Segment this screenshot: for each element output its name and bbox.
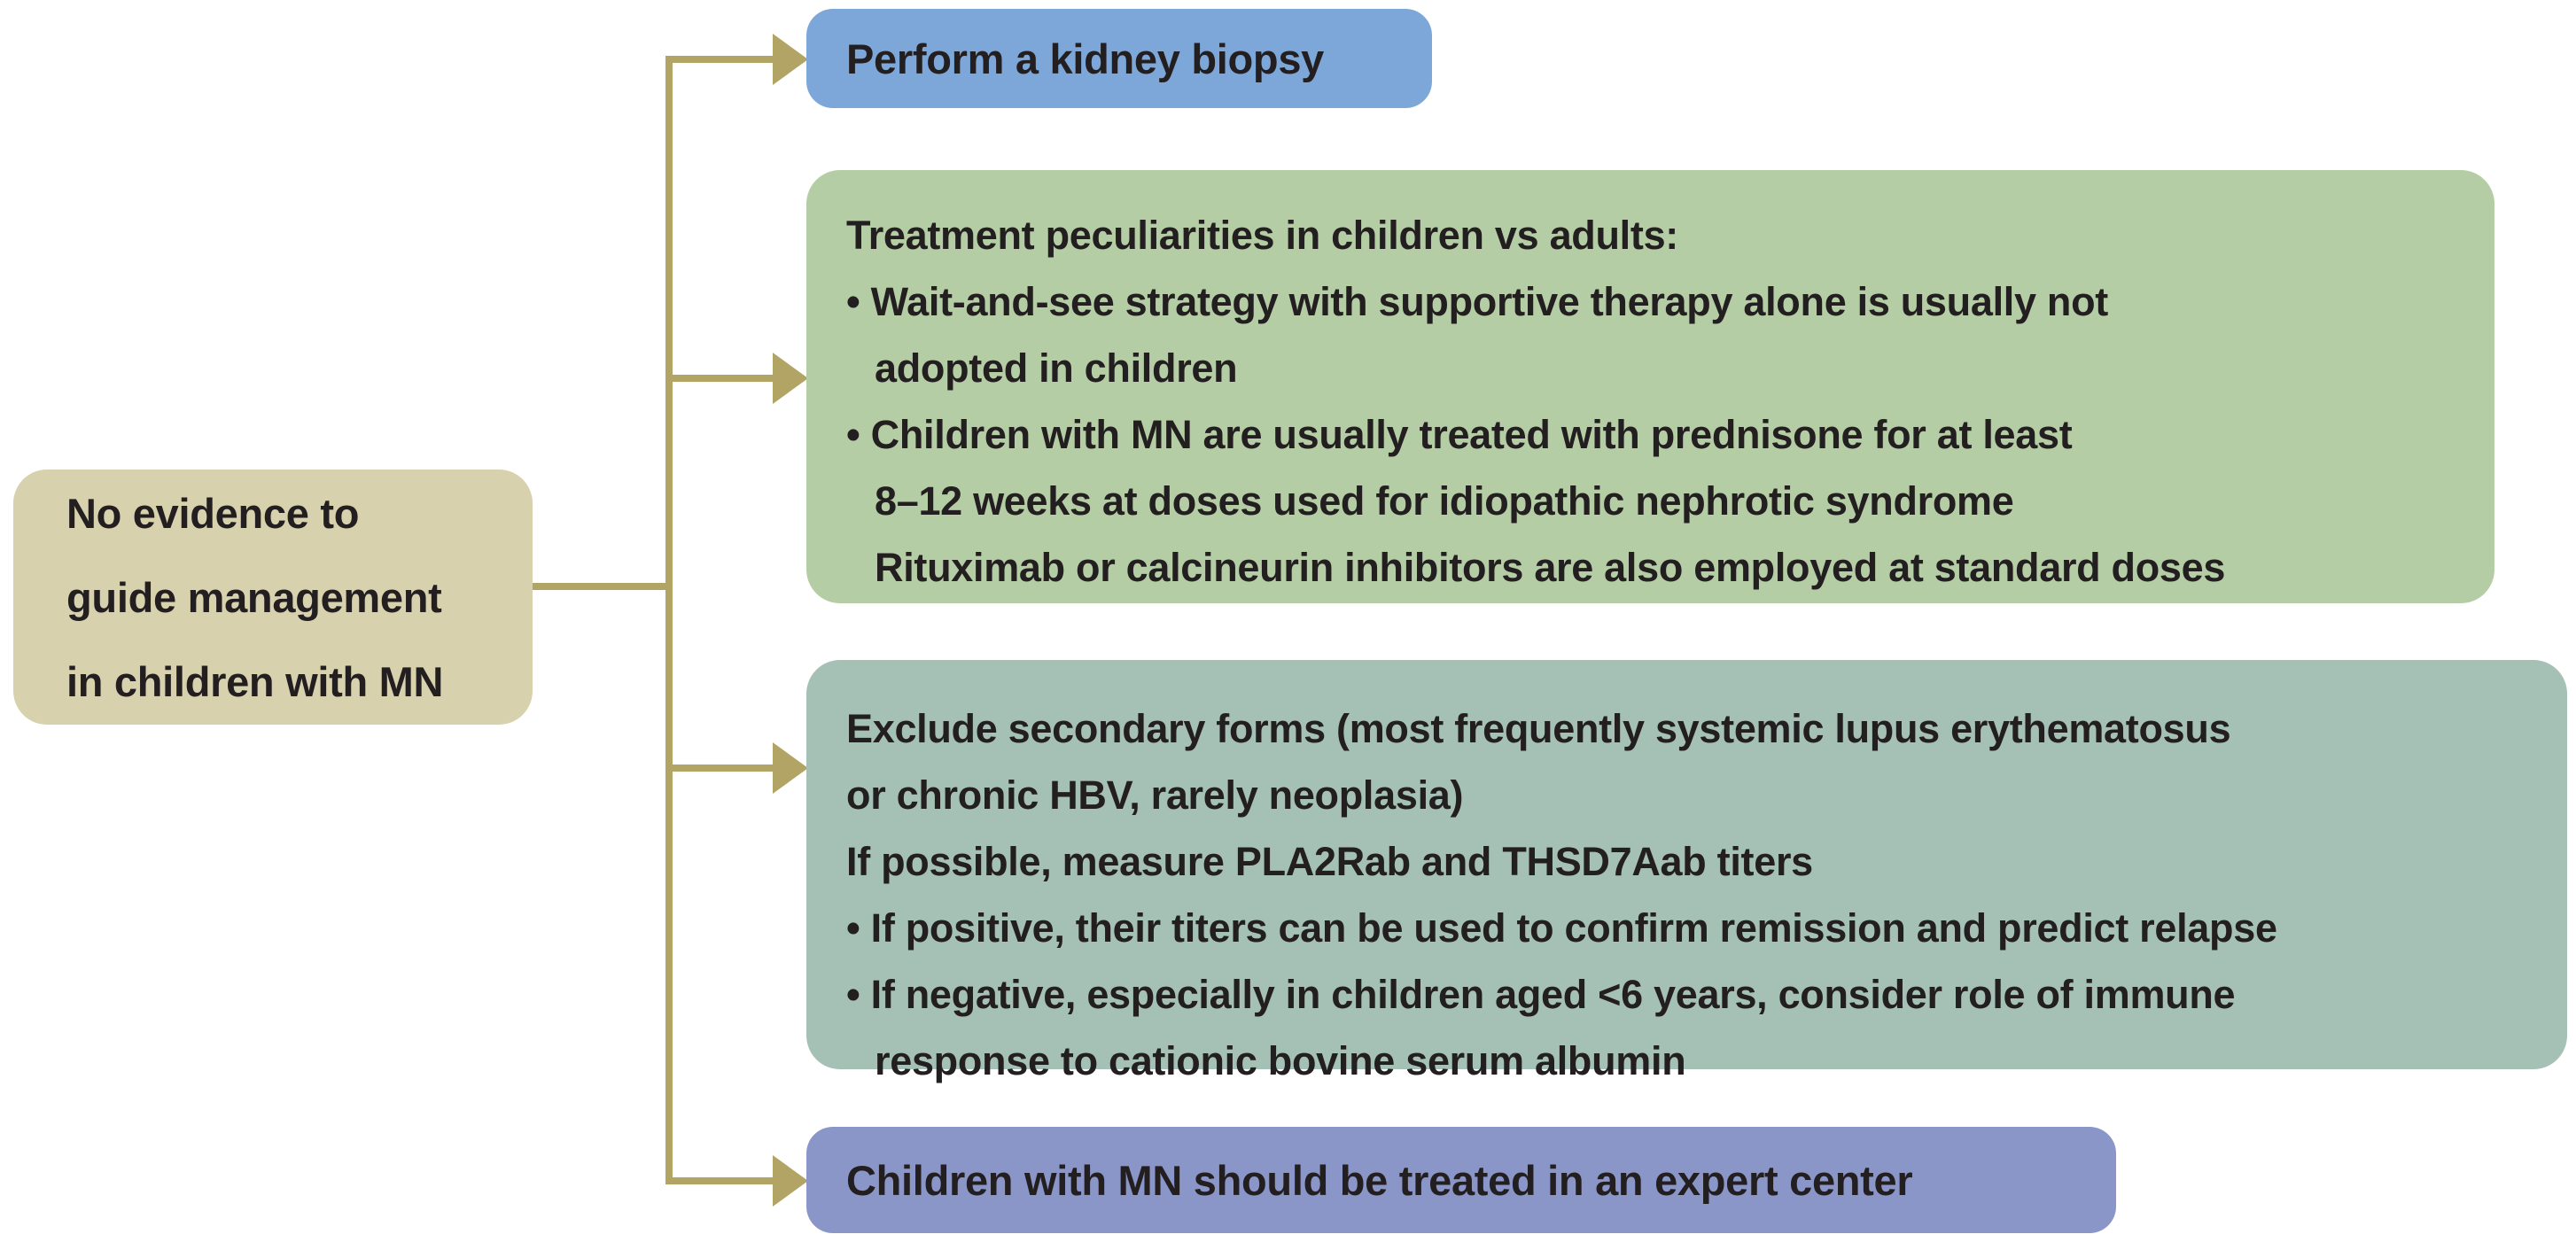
connector-root-line (530, 583, 669, 590)
secondary-line: Exclude secondary forms (most frequently… (846, 706, 2231, 751)
secondary-line: • If negative, especially in children ag… (846, 972, 2236, 1017)
root-node-line: No evidence to (66, 489, 360, 537)
connector-branch-expert (665, 1177, 778, 1184)
secondary-line: If possible, measure PLA2Rab and THSD7Aa… (846, 839, 1813, 884)
node-exclude-secondary-forms: Exclude secondary forms (most frequently… (806, 660, 2567, 1083)
connector-branch-secondary (665, 765, 778, 772)
treatment-line: • Wait-and-see strategy with supportive … (846, 279, 2108, 324)
root-node-no-evidence: No evidence to guide management in child… (13, 470, 533, 725)
treatment-line: 8–12 weeks at doses used for idiopathic … (875, 478, 2014, 524)
secondary-line: response to cationic bovine serum albumi… (875, 1038, 1686, 1083)
connector-branch-biopsy (665, 56, 778, 63)
connector-branch-treatment (665, 375, 778, 382)
node-kidney-biopsy-label: Perform a kidney biopsy (846, 35, 1324, 82)
root-node-line: in children with MN (66, 657, 444, 705)
arrow-right-icon (773, 742, 808, 794)
arrow-right-icon (773, 1155, 808, 1207)
arrow-right-icon (773, 353, 808, 404)
treatment-line: Rituximab or calcineurin inhibitors are … (875, 545, 2226, 590)
node-expert-center: Children with MN should be treated in an… (806, 1127, 2116, 1233)
treatment-line: • Children with MN are usually treated w… (846, 412, 2073, 457)
treatment-line: Treatment peculiarities in children vs a… (846, 213, 1678, 258)
node-expert-center-label: Children with MN should be treated in an… (846, 1156, 1913, 1204)
secondary-line: • If positive, their titers can be used … (846, 905, 2277, 951)
connector-trunk-line (665, 56, 673, 1184)
root-node-line: guide management (66, 573, 442, 621)
treatment-line: adopted in children (875, 345, 1238, 391)
node-treatment-peculiarities: Treatment peculiarities in children vs a… (806, 170, 2494, 603)
secondary-line: or chronic HBV, rarely neoplasia) (846, 772, 1464, 818)
arrow-right-icon (773, 34, 808, 85)
node-kidney-biopsy: Perform a kidney biopsy (806, 9, 1432, 108)
